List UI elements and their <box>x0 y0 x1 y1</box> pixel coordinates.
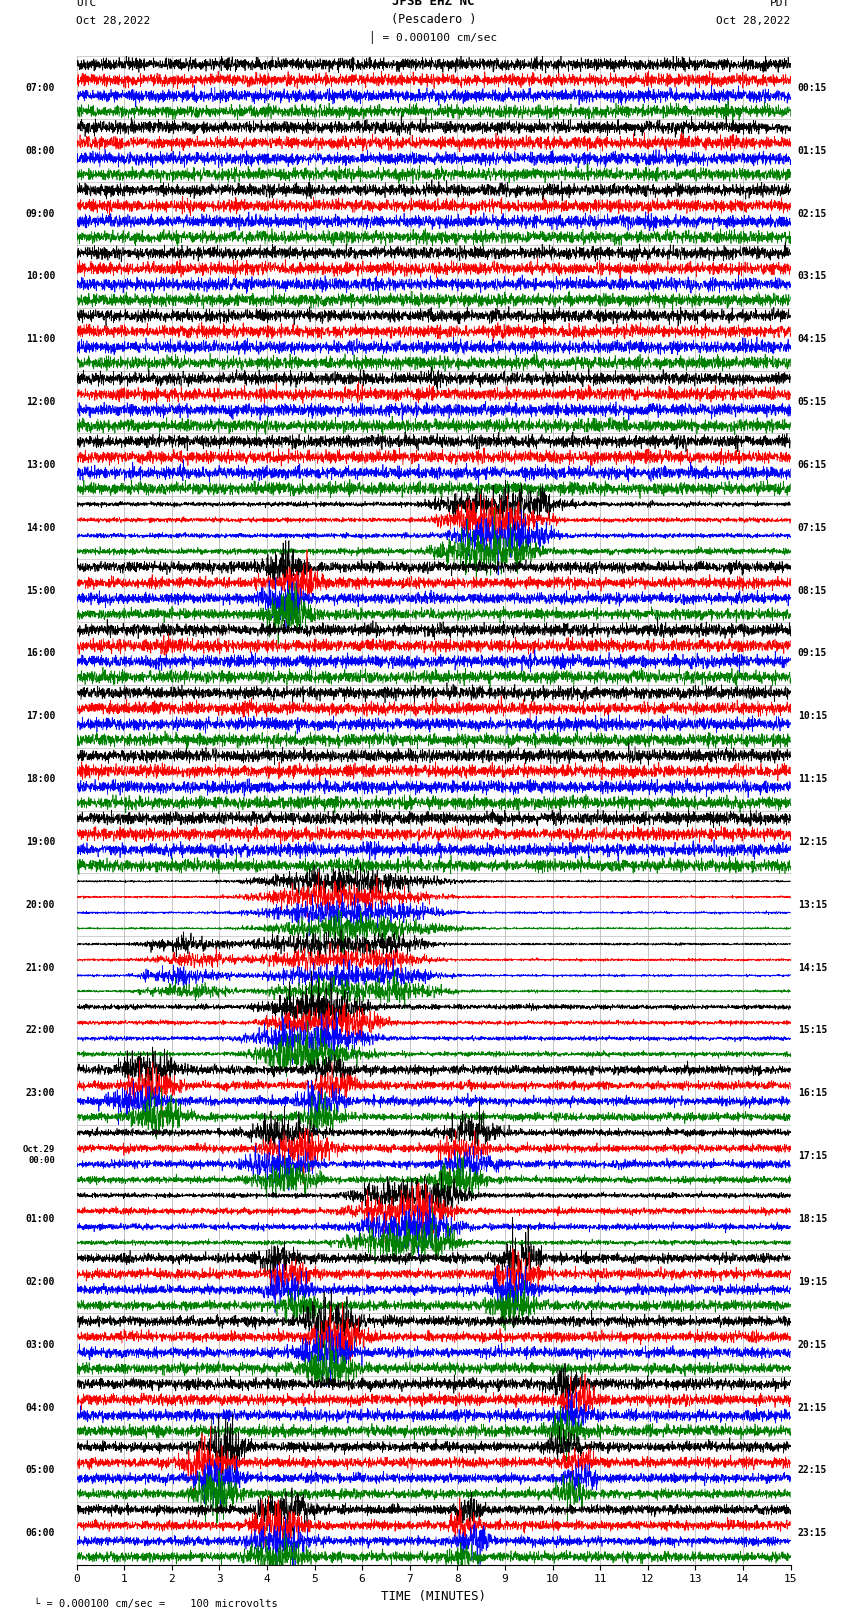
Text: 02:15: 02:15 <box>797 208 827 218</box>
Text: 20:00: 20:00 <box>26 900 55 910</box>
Text: 08:00: 08:00 <box>26 145 55 156</box>
Text: 13:00: 13:00 <box>26 460 55 469</box>
Text: 17:00: 17:00 <box>26 711 55 721</box>
X-axis label: TIME (MINUTES): TIME (MINUTES) <box>381 1590 486 1603</box>
Text: 00:00: 00:00 <box>28 1157 55 1165</box>
Text: 22:00: 22:00 <box>26 1026 55 1036</box>
Text: 21:00: 21:00 <box>26 963 55 973</box>
Text: 01:15: 01:15 <box>797 145 827 156</box>
Text: 16:00: 16:00 <box>26 648 55 658</box>
Text: 08:15: 08:15 <box>797 586 827 595</box>
Text: Oct.29: Oct.29 <box>23 1145 55 1155</box>
Text: 18:00: 18:00 <box>26 774 55 784</box>
Text: 06:00: 06:00 <box>26 1528 55 1539</box>
Text: 01:00: 01:00 <box>26 1215 55 1224</box>
Text: └ = 0.000100 cm/sec =    100 microvolts: └ = 0.000100 cm/sec = 100 microvolts <box>34 1598 278 1608</box>
Text: 15:00: 15:00 <box>26 586 55 595</box>
Text: 15:15: 15:15 <box>797 1026 827 1036</box>
Text: 23:15: 23:15 <box>797 1528 827 1539</box>
Text: JPSB EHZ NC: JPSB EHZ NC <box>392 0 475 8</box>
Text: 04:15: 04:15 <box>797 334 827 344</box>
Text: 12:15: 12:15 <box>797 837 827 847</box>
Text: 16:15: 16:15 <box>797 1089 827 1098</box>
Text: 12:00: 12:00 <box>26 397 55 406</box>
Text: 21:15: 21:15 <box>797 1403 827 1413</box>
Text: 10:00: 10:00 <box>26 271 55 281</box>
Text: 14:15: 14:15 <box>797 963 827 973</box>
Text: 07:00: 07:00 <box>26 82 55 94</box>
Text: PDT: PDT <box>770 0 790 8</box>
Text: (Pescadero ): (Pescadero ) <box>391 13 476 26</box>
Text: 02:00: 02:00 <box>26 1277 55 1287</box>
Text: 22:15: 22:15 <box>797 1465 827 1476</box>
Text: 09:00: 09:00 <box>26 208 55 218</box>
Text: 05:00: 05:00 <box>26 1465 55 1476</box>
Text: 23:00: 23:00 <box>26 1089 55 1098</box>
Text: 18:15: 18:15 <box>797 1215 827 1224</box>
Text: 07:15: 07:15 <box>797 523 827 532</box>
Text: 06:15: 06:15 <box>797 460 827 469</box>
Text: Oct 28,2022: Oct 28,2022 <box>717 16 790 26</box>
Text: UTC: UTC <box>76 0 97 8</box>
Text: 10:15: 10:15 <box>797 711 827 721</box>
Text: 19:00: 19:00 <box>26 837 55 847</box>
Text: 03:00: 03:00 <box>26 1340 55 1350</box>
Text: 20:15: 20:15 <box>797 1340 827 1350</box>
Text: 03:15: 03:15 <box>797 271 827 281</box>
Text: 14:00: 14:00 <box>26 523 55 532</box>
Text: 13:15: 13:15 <box>797 900 827 910</box>
Text: 17:15: 17:15 <box>797 1152 827 1161</box>
Text: 11:15: 11:15 <box>797 774 827 784</box>
Text: │ = 0.000100 cm/sec: │ = 0.000100 cm/sec <box>370 31 497 45</box>
Text: 00:15: 00:15 <box>797 82 827 94</box>
Text: 11:00: 11:00 <box>26 334 55 344</box>
Text: 09:15: 09:15 <box>797 648 827 658</box>
Text: Oct 28,2022: Oct 28,2022 <box>76 16 150 26</box>
Text: 04:00: 04:00 <box>26 1403 55 1413</box>
Text: 05:15: 05:15 <box>797 397 827 406</box>
Text: 19:15: 19:15 <box>797 1277 827 1287</box>
